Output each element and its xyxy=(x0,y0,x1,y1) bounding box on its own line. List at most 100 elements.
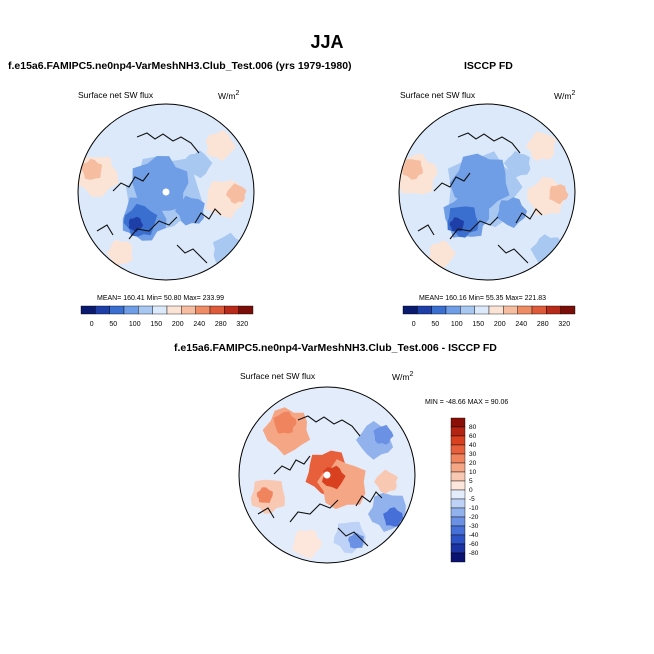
colorbar-tick-label: 50 xyxy=(431,321,439,328)
colorbar-tick-label: 280 xyxy=(215,321,227,328)
colorbar-swatch xyxy=(560,305,576,315)
panel1-variable-label: Surface net SW flux xyxy=(78,90,154,100)
coastline xyxy=(297,415,361,437)
map-region xyxy=(373,424,394,445)
coastline xyxy=(355,491,383,507)
map-region xyxy=(81,158,103,180)
map-region xyxy=(503,150,531,178)
colorbar-swatch xyxy=(431,305,447,315)
colorbar-swatch xyxy=(517,305,533,315)
colorbar-swatch xyxy=(450,552,466,563)
colorbar-swatch xyxy=(450,471,466,482)
colorbar-swatch xyxy=(450,498,466,509)
map-region xyxy=(205,129,236,162)
colorbar-swatch xyxy=(238,305,254,315)
colorbar-swatch xyxy=(460,305,475,315)
map-region xyxy=(348,532,364,549)
colorbar-swatch xyxy=(109,305,125,315)
colorbar-swatch xyxy=(450,534,466,545)
coastline xyxy=(417,224,435,236)
colorbar-swatch xyxy=(195,305,211,315)
colorbar-swatch xyxy=(450,426,466,437)
map-region xyxy=(292,529,323,559)
colorbar-tick-label: 5 xyxy=(469,478,473,485)
coastline xyxy=(337,527,369,547)
colorbar-swatch xyxy=(474,305,490,315)
panel3-variable-label: Surface net SW flux xyxy=(240,371,316,381)
map-border xyxy=(398,103,576,281)
colorbar-tick-label: 80 xyxy=(469,424,477,431)
colorbar-swatch xyxy=(450,525,466,536)
panel1-stats: MEAN= 160.41 Min= 50.80 Max= 233.99 xyxy=(97,295,225,302)
panel3-stats: MIN = -48.66 MAX = 90.06 xyxy=(425,399,509,406)
colorbar-swatch xyxy=(224,305,239,315)
pole-marker xyxy=(323,471,331,479)
colorbar-tick-label: 240 xyxy=(515,321,527,328)
coastline xyxy=(96,224,114,236)
map-region xyxy=(402,159,423,180)
colorbar-swatch xyxy=(450,516,466,527)
colorbar-tick-label: 0 xyxy=(412,321,416,328)
colorbar-tick-label: 320 xyxy=(236,321,248,328)
colorbar-tick-label: 280 xyxy=(537,321,549,328)
coastline xyxy=(194,208,222,224)
coastline xyxy=(515,208,543,224)
colorbar-swatch xyxy=(166,305,182,315)
map-region xyxy=(321,465,346,490)
colorbar-swatch xyxy=(445,305,461,315)
colorbar-tick-label: 0 xyxy=(469,487,473,494)
pole-marker xyxy=(162,188,170,196)
map-region xyxy=(185,150,213,179)
colorbar-swatch xyxy=(531,305,547,315)
map-region xyxy=(273,411,297,434)
colorbar-tick-label: 40 xyxy=(469,442,477,449)
colorbar-swatch xyxy=(417,305,432,315)
map-region xyxy=(128,216,144,233)
map-border xyxy=(238,386,416,564)
panel1-colorbar: 0 50 100 150 200 240 280 320 xyxy=(80,305,254,328)
map-region xyxy=(374,469,398,494)
colorbar-swatch xyxy=(450,543,466,554)
colorbar-tick-label: 240 xyxy=(193,321,205,328)
colorbar-swatch xyxy=(209,305,225,315)
map-region xyxy=(526,131,557,161)
colorbar-swatch xyxy=(152,305,168,315)
map-border xyxy=(77,103,255,281)
colorbar-swatch xyxy=(450,507,466,518)
colorbar-swatch xyxy=(123,305,139,315)
map-region xyxy=(106,239,133,267)
coastline xyxy=(176,244,208,264)
colorbar-swatch xyxy=(95,305,110,315)
colorbar-tick-label: 200 xyxy=(494,321,506,328)
colorbar-swatch xyxy=(450,462,466,473)
coastline xyxy=(449,216,499,240)
coastline xyxy=(457,132,521,154)
colorbar-tick-label: 10 xyxy=(469,469,477,476)
panel1-units-label: W/m2 xyxy=(218,90,240,101)
colorbar-tick-label: -5 xyxy=(469,496,475,503)
colorbar-swatch xyxy=(488,305,504,315)
colorbar-tick-label: -10 xyxy=(469,505,479,512)
colorbar-swatch xyxy=(450,489,466,500)
colorbar-tick-label: 20 xyxy=(469,460,477,467)
main-title: JJA xyxy=(310,32,344,52)
panel2-units-label: W/m2 xyxy=(554,90,576,101)
panel2-title: ISCCP FD xyxy=(464,60,513,72)
colorbar-tick-label: -60 xyxy=(469,541,479,548)
map-region xyxy=(132,156,189,211)
colorbar-tick-label: -30 xyxy=(469,523,479,530)
colorbar-tick-label: 50 xyxy=(109,321,117,328)
map-region xyxy=(428,240,456,268)
coastline xyxy=(273,455,311,475)
map-region xyxy=(383,507,403,527)
coastline xyxy=(289,499,339,523)
colorbar-tick-label: 60 xyxy=(469,433,477,440)
colorbar-tick-label: 100 xyxy=(451,321,463,328)
colorbar-tick-label: 0 xyxy=(90,321,94,328)
colorbar-tick-label: 200 xyxy=(172,321,184,328)
panel2-polar-map xyxy=(398,103,576,281)
colorbar-swatch xyxy=(546,305,561,315)
colorbar-swatch xyxy=(402,305,418,315)
map-region xyxy=(225,183,247,204)
panel2-variable-label: Surface net SW flux xyxy=(400,90,476,100)
